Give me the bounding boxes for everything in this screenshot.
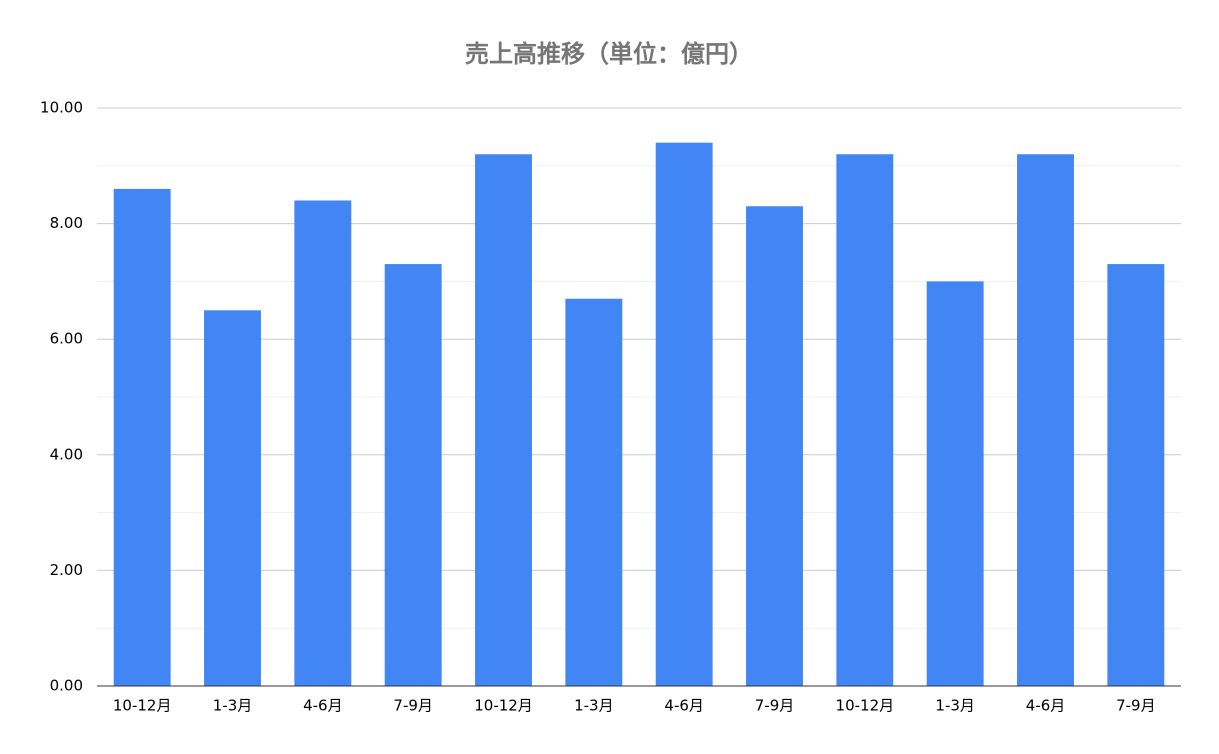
x-tick-label: 1-3月 [935,697,975,715]
x-tick-label: 7-9月 [1116,697,1156,715]
x-tick-label: 10-12月 [474,697,533,715]
bar [836,154,894,687]
x-tick-label: 10-12月 [113,697,172,715]
bar [294,200,352,687]
y-tick-label: 10.00 [40,99,83,117]
bar [204,310,261,686]
y-tick-label: 4.00 [50,445,83,463]
x-tick-label: 7-9月 [755,697,795,715]
bar [1017,154,1074,687]
x-tick-label: 4-6月 [664,697,704,715]
y-tick-label: 2.00 [50,561,83,579]
bar [1107,264,1165,686]
bar [926,281,984,686]
x-tick-label: 1-3月 [574,697,614,715]
x-tick-label: 4-6月 [1026,697,1066,715]
x-tick-label: 1-3月 [213,697,253,715]
x-tick-label: 7-9月 [393,697,433,715]
x-tick-label: 10-12月 [836,697,895,715]
chart-title: 売上高推移（単位：億円） [465,40,753,68]
bar [655,142,713,686]
bar [113,188,171,687]
bar [475,154,532,687]
bar [384,264,442,686]
y-tick-label: 0.00 [50,677,83,695]
x-tick-label: 4-6月 [303,697,343,715]
y-tick-label: 6.00 [50,330,83,348]
bar [746,206,803,686]
y-tick-label: 8.00 [50,214,83,232]
bar [565,298,623,686]
